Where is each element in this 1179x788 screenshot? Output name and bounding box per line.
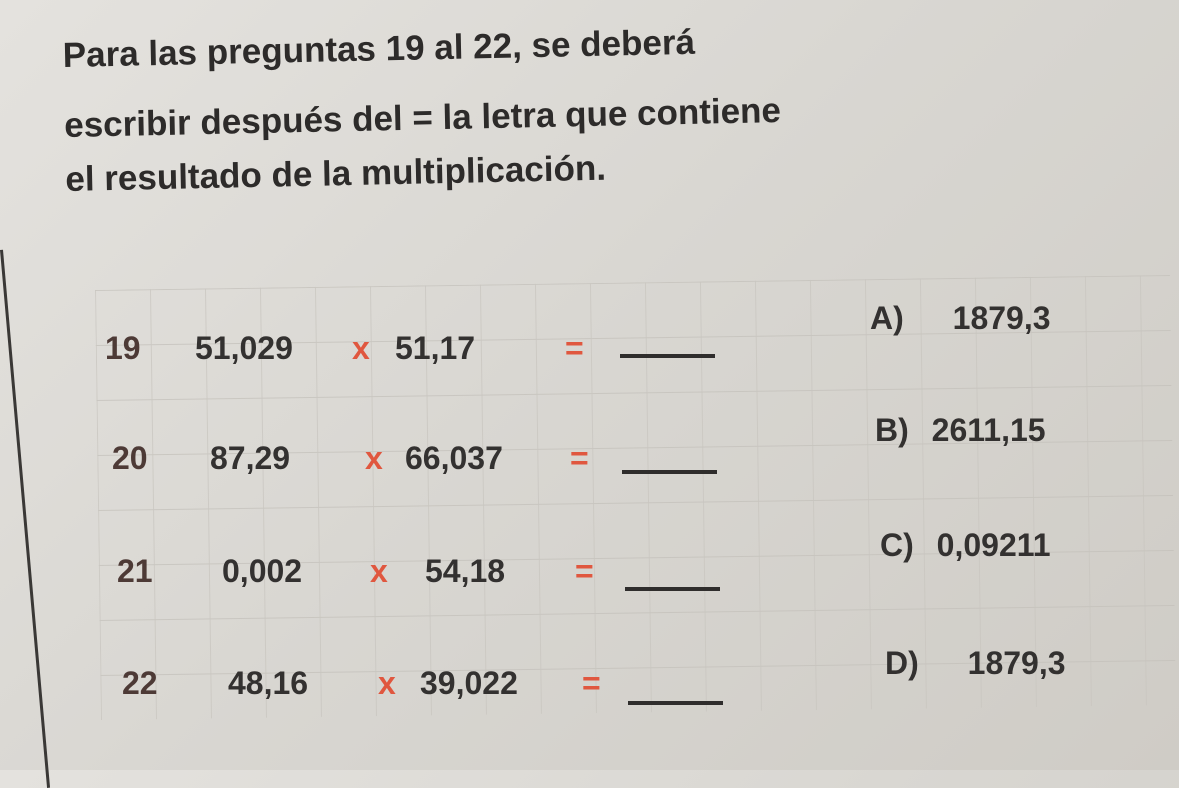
option-value: 1879,3 — [952, 300, 1051, 336]
option-b: B) 2611,15 — [875, 412, 1046, 449]
problem-number: 21 — [117, 553, 153, 589]
option-a: A) 1879,3 — [870, 300, 1051, 337]
operand-a: 0,002 — [222, 553, 303, 589]
option-letter: D) — [885, 645, 919, 681]
page-edge — [0, 249, 51, 788]
multiply-sign: x — [365, 440, 383, 476]
equals-sign: = — [575, 553, 594, 589]
answer-blank[interactable] — [622, 470, 717, 474]
option-value: 2611,15 — [931, 412, 1046, 448]
problem-number: 20 — [112, 440, 148, 476]
problem-number: 19 — [105, 330, 141, 366]
option-letter: B) — [875, 412, 909, 448]
option-letter: C) — [880, 527, 914, 563]
instructions: Para las preguntas 19 al 22, se deberá e… — [62, 0, 1166, 218]
option-c: C) 0,09211 — [880, 527, 1051, 564]
option-letter: A) — [870, 300, 904, 336]
equals-sign: = — [570, 440, 589, 476]
problem-number: 22 — [122, 665, 158, 701]
option-value: 0,09211 — [936, 527, 1051, 563]
operand-b: 54,18 — [425, 553, 506, 589]
operand-a: 87,29 — [210, 440, 291, 476]
answer-blank[interactable] — [628, 701, 723, 705]
operand-b: 66,037 — [405, 440, 503, 476]
equals-sign: = — [582, 665, 601, 701]
operand-a: 51,029 — [195, 330, 293, 366]
operand-a: 48,16 — [228, 665, 309, 701]
multiply-sign: x — [378, 665, 396, 701]
operand-b: 39,022 — [420, 665, 518, 701]
option-value: 1879,3 — [967, 645, 1066, 681]
option-d: D) 1879,3 — [885, 645, 1066, 682]
equals-sign: = — [565, 330, 584, 366]
multiply-sign: x — [370, 553, 388, 589]
multiply-sign: x — [352, 330, 370, 366]
answer-blank[interactable] — [620, 354, 715, 358]
answer-blank[interactable] — [625, 587, 720, 591]
operand-b: 51,17 — [395, 330, 476, 366]
